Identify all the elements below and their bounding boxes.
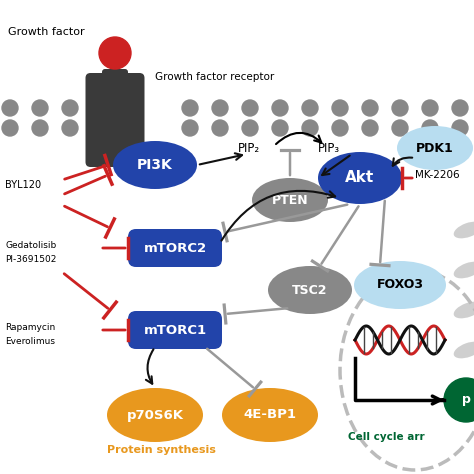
Circle shape — [452, 120, 468, 136]
Circle shape — [32, 120, 48, 136]
Ellipse shape — [397, 126, 473, 170]
Circle shape — [212, 100, 228, 116]
Text: 4E-BP1: 4E-BP1 — [244, 409, 297, 421]
Ellipse shape — [354, 261, 446, 309]
Ellipse shape — [454, 301, 474, 319]
Ellipse shape — [454, 262, 474, 278]
FancyBboxPatch shape — [128, 311, 222, 349]
Circle shape — [332, 120, 348, 136]
Text: Rapamycin: Rapamycin — [5, 323, 55, 332]
Ellipse shape — [454, 222, 474, 238]
Ellipse shape — [268, 266, 352, 314]
Circle shape — [182, 120, 198, 136]
Circle shape — [62, 120, 78, 136]
FancyBboxPatch shape — [85, 73, 145, 167]
Circle shape — [2, 120, 18, 136]
Text: Growth factor receptor: Growth factor receptor — [155, 72, 274, 82]
FancyBboxPatch shape — [128, 229, 222, 267]
Circle shape — [2, 100, 18, 116]
Circle shape — [444, 378, 474, 422]
Text: PI-3691502: PI-3691502 — [5, 255, 56, 264]
Text: Protein synthesis: Protein synthesis — [107, 445, 216, 455]
Text: Everolimus: Everolimus — [5, 337, 55, 346]
Circle shape — [242, 120, 258, 136]
Circle shape — [332, 100, 348, 116]
Circle shape — [422, 120, 438, 136]
Circle shape — [32, 100, 48, 116]
Text: mTORC1: mTORC1 — [144, 323, 207, 337]
Circle shape — [272, 120, 288, 136]
Text: PIP₃: PIP₃ — [318, 142, 340, 155]
Ellipse shape — [454, 342, 474, 358]
Text: Growth factor: Growth factor — [8, 27, 85, 37]
Circle shape — [302, 100, 318, 116]
Ellipse shape — [113, 141, 197, 189]
Text: Akt: Akt — [346, 171, 374, 185]
Text: PI3K: PI3K — [137, 158, 173, 172]
Text: TSC2: TSC2 — [292, 283, 328, 297]
Ellipse shape — [252, 178, 328, 222]
Circle shape — [452, 100, 468, 116]
Circle shape — [392, 100, 408, 116]
Text: Gedatolisib: Gedatolisib — [5, 241, 56, 250]
Circle shape — [362, 120, 378, 136]
Circle shape — [99, 37, 131, 69]
Circle shape — [302, 120, 318, 136]
Text: PTEN: PTEN — [272, 193, 308, 207]
Text: BYL120: BYL120 — [5, 180, 41, 190]
Circle shape — [362, 100, 378, 116]
Circle shape — [242, 100, 258, 116]
Text: PDK1: PDK1 — [416, 142, 454, 155]
Circle shape — [272, 100, 288, 116]
Circle shape — [182, 100, 198, 116]
Circle shape — [62, 100, 78, 116]
Circle shape — [212, 120, 228, 136]
Text: PIP₂: PIP₂ — [238, 142, 260, 155]
Circle shape — [392, 120, 408, 136]
Text: FOXO3: FOXO3 — [376, 279, 423, 292]
Text: p70S6K: p70S6K — [127, 409, 183, 421]
Text: MK-2206: MK-2206 — [415, 170, 460, 180]
Ellipse shape — [107, 388, 203, 442]
Ellipse shape — [318, 152, 402, 204]
Text: Cell cycle arr: Cell cycle arr — [348, 432, 425, 442]
Text: p: p — [462, 393, 470, 407]
FancyBboxPatch shape — [102, 69, 128, 89]
Text: mTORC2: mTORC2 — [144, 241, 207, 255]
Circle shape — [422, 100, 438, 116]
Ellipse shape — [222, 388, 318, 442]
